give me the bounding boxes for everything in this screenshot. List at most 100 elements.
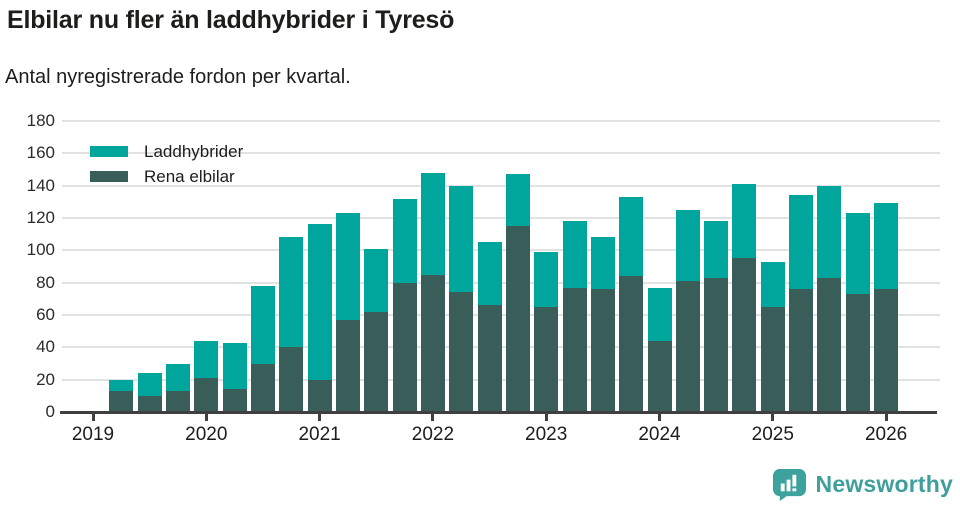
x-tick-2025	[771, 414, 775, 421]
page-title: Elbilar nu fler än laddhybrider i Tyresö	[7, 6, 455, 34]
x-tick-label-2021: 2021	[298, 424, 341, 445]
x-tick-label-2020: 2020	[185, 424, 228, 445]
bar-segment-laddhybrider-2020-Q3	[250, 285, 275, 364]
bar-segment-rena-elbilar-2022-Q1	[420, 274, 445, 412]
bar-segment-laddhybrider-2025-Q3	[817, 185, 842, 278]
bar-segment-laddhybrider-2019-Q2	[109, 379, 134, 391]
y-tick-label-180: 180	[26, 111, 55, 130]
bar-segment-laddhybrider-2021-Q3	[364, 248, 389, 312]
chart-legend: Laddhybrider Rena elbilar	[90, 139, 243, 189]
bar-segment-laddhybrider-2020-Q2	[222, 342, 247, 390]
y-tick-label-60: 60	[36, 305, 55, 324]
x-tick-label-2026: 2026	[864, 424, 908, 445]
bar-segment-rena-elbilar-2023-Q3	[590, 289, 615, 412]
bar-segment-laddhybrider-2022-Q3	[477, 242, 502, 306]
x-tick-label-2023: 2023	[525, 424, 568, 445]
y-tick-label-20: 20	[36, 369, 55, 389]
gridline-120	[62, 217, 940, 219]
y-tick-label-140: 140	[26, 175, 55, 195]
bar-segment-rena-elbilar-2022-Q2	[449, 292, 474, 412]
x-tick-2022	[431, 414, 435, 421]
bar-segment-laddhybrider-2025-Q4	[845, 213, 870, 294]
bar-segment-rena-elbilar-2024-Q1	[647, 340, 672, 412]
y-tick-label-100: 100	[26, 240, 55, 260]
bar-segment-laddhybrider-2019-Q3	[137, 373, 162, 396]
x-tick-label-2022: 2022	[411, 424, 455, 445]
plot-area	[62, 120, 940, 412]
bar-segment-rena-elbilar-2024-Q3	[704, 277, 729, 412]
bar-segment-laddhybrider-2022-Q2	[449, 185, 474, 293]
x-tick-2024	[658, 414, 661, 421]
chart-subtitle: Antal nyregistrerade fordon per kvartal.	[5, 66, 351, 88]
bar-segment-laddhybrider-2021-Q2	[335, 213, 360, 320]
legend-label: Laddhybrider	[144, 141, 244, 161]
bar-segment-rena-elbilar-2023-Q1	[534, 306, 559, 412]
legend-swatch-laddhybrider	[90, 146, 128, 157]
x-tick-2023	[544, 414, 548, 421]
bar-segment-rena-elbilar-2019-Q2	[109, 390, 134, 412]
bar-segment-laddhybrider-2020-Q1	[194, 340, 219, 379]
bar-segment-rena-elbilar-2024-Q2	[675, 281, 700, 412]
x-tick-2026	[884, 414, 888, 421]
bar-segment-rena-elbilar-2021-Q3	[364, 311, 389, 412]
x-tick-2020	[204, 414, 208, 421]
bar-segment-rena-elbilar-2024-Q4	[732, 258, 757, 412]
bar-segment-rena-elbilar-2025-Q3	[817, 277, 842, 412]
x-tick-label-2019: 2019	[71, 424, 115, 445]
bar-segment-laddhybrider-2025-Q2	[789, 195, 814, 290]
legend-item-laddhybrider: Laddhybrider	[90, 139, 243, 164]
bar-segment-rena-elbilar-2026-Q1	[874, 289, 899, 412]
y-tick-label-160: 160	[26, 143, 55, 163]
x-tick-label-2025: 2025	[751, 424, 794, 445]
y-tick-label-80: 80	[36, 272, 55, 292]
bar-segment-rena-elbilar-2021-Q1	[307, 379, 332, 412]
x-tick-2019	[91, 414, 95, 421]
bar-segment-rena-elbilar-2025-Q1	[760, 306, 785, 412]
y-tick-label-120: 120	[26, 208, 55, 227]
bar-chart-speech-bubble-icon	[772, 468, 806, 501]
bar-segment-rena-elbilar-2020-Q2	[222, 389, 247, 412]
bar-segment-laddhybrider-2023-Q2	[562, 221, 587, 288]
x-axis-line	[60, 411, 937, 414]
brand-name: Newsworthy	[815, 471, 953, 497]
bar-segment-laddhybrider-2022-Q4	[505, 174, 530, 227]
x-tick-2021	[318, 414, 322, 421]
bar-segment-laddhybrider-2023-Q1	[534, 251, 559, 307]
gridline-160	[62, 152, 940, 155]
bar-segment-rena-elbilar-2025-Q2	[789, 289, 814, 412]
bar-segment-rena-elbilar-2021-Q2	[335, 319, 360, 412]
newsworthy-branding: Newsworthy	[772, 468, 953, 501]
bar-segment-laddhybrider-2023-Q4	[619, 197, 644, 277]
legend-item-rena-elbilar: Rena elbilar	[90, 164, 243, 189]
bar-segment-rena-elbilar-2020-Q3	[250, 363, 275, 412]
bar-segment-rena-elbilar-2020-Q1	[194, 378, 219, 412]
bar-segment-rena-elbilar-2019-Q3	[137, 395, 162, 412]
bar-segment-laddhybrider-2026-Q1	[874, 203, 899, 290]
bar-segment-laddhybrider-2024-Q2	[675, 209, 700, 282]
bar-segment-rena-elbilar-2020-Q4	[279, 347, 304, 412]
bar-segment-rena-elbilar-2022-Q3	[477, 305, 502, 412]
bar-segment-laddhybrider-2024-Q3	[704, 221, 729, 278]
legend-label: Rena elbilar	[144, 166, 235, 186]
bar-segment-laddhybrider-2025-Q1	[760, 261, 785, 307]
bar-segment-rena-elbilar-2025-Q4	[845, 293, 870, 412]
bar-segment-laddhybrider-2019-Q4	[165, 363, 190, 391]
gridline-180	[62, 120, 940, 122]
gridline-140	[62, 184, 940, 187]
bar-segment-laddhybrider-2020-Q4	[279, 237, 304, 348]
bar-segment-rena-elbilar-2021-Q4	[392, 282, 417, 412]
bar-segment-laddhybrider-2022-Q1	[420, 172, 445, 275]
bar-segment-laddhybrider-2024-Q4	[732, 184, 757, 259]
x-tick-label-2024: 2024	[638, 424, 681, 445]
legend-swatch-rena-elbilar	[90, 171, 128, 182]
bar-segment-laddhybrider-2021-Q1	[307, 224, 332, 380]
bar-segment-rena-elbilar-2022-Q4	[505, 226, 530, 412]
bar-segment-laddhybrider-2023-Q3	[590, 237, 615, 290]
bar-segment-laddhybrider-2024-Q1	[647, 287, 672, 341]
bar-segment-rena-elbilar-2023-Q2	[562, 287, 587, 412]
bar-segment-rena-elbilar-2019-Q4	[165, 390, 190, 412]
bar-segment-rena-elbilar-2023-Q4	[619, 276, 644, 412]
y-tick-label-0: 0	[45, 402, 55, 421]
y-tick-label-40: 40	[36, 337, 55, 357]
